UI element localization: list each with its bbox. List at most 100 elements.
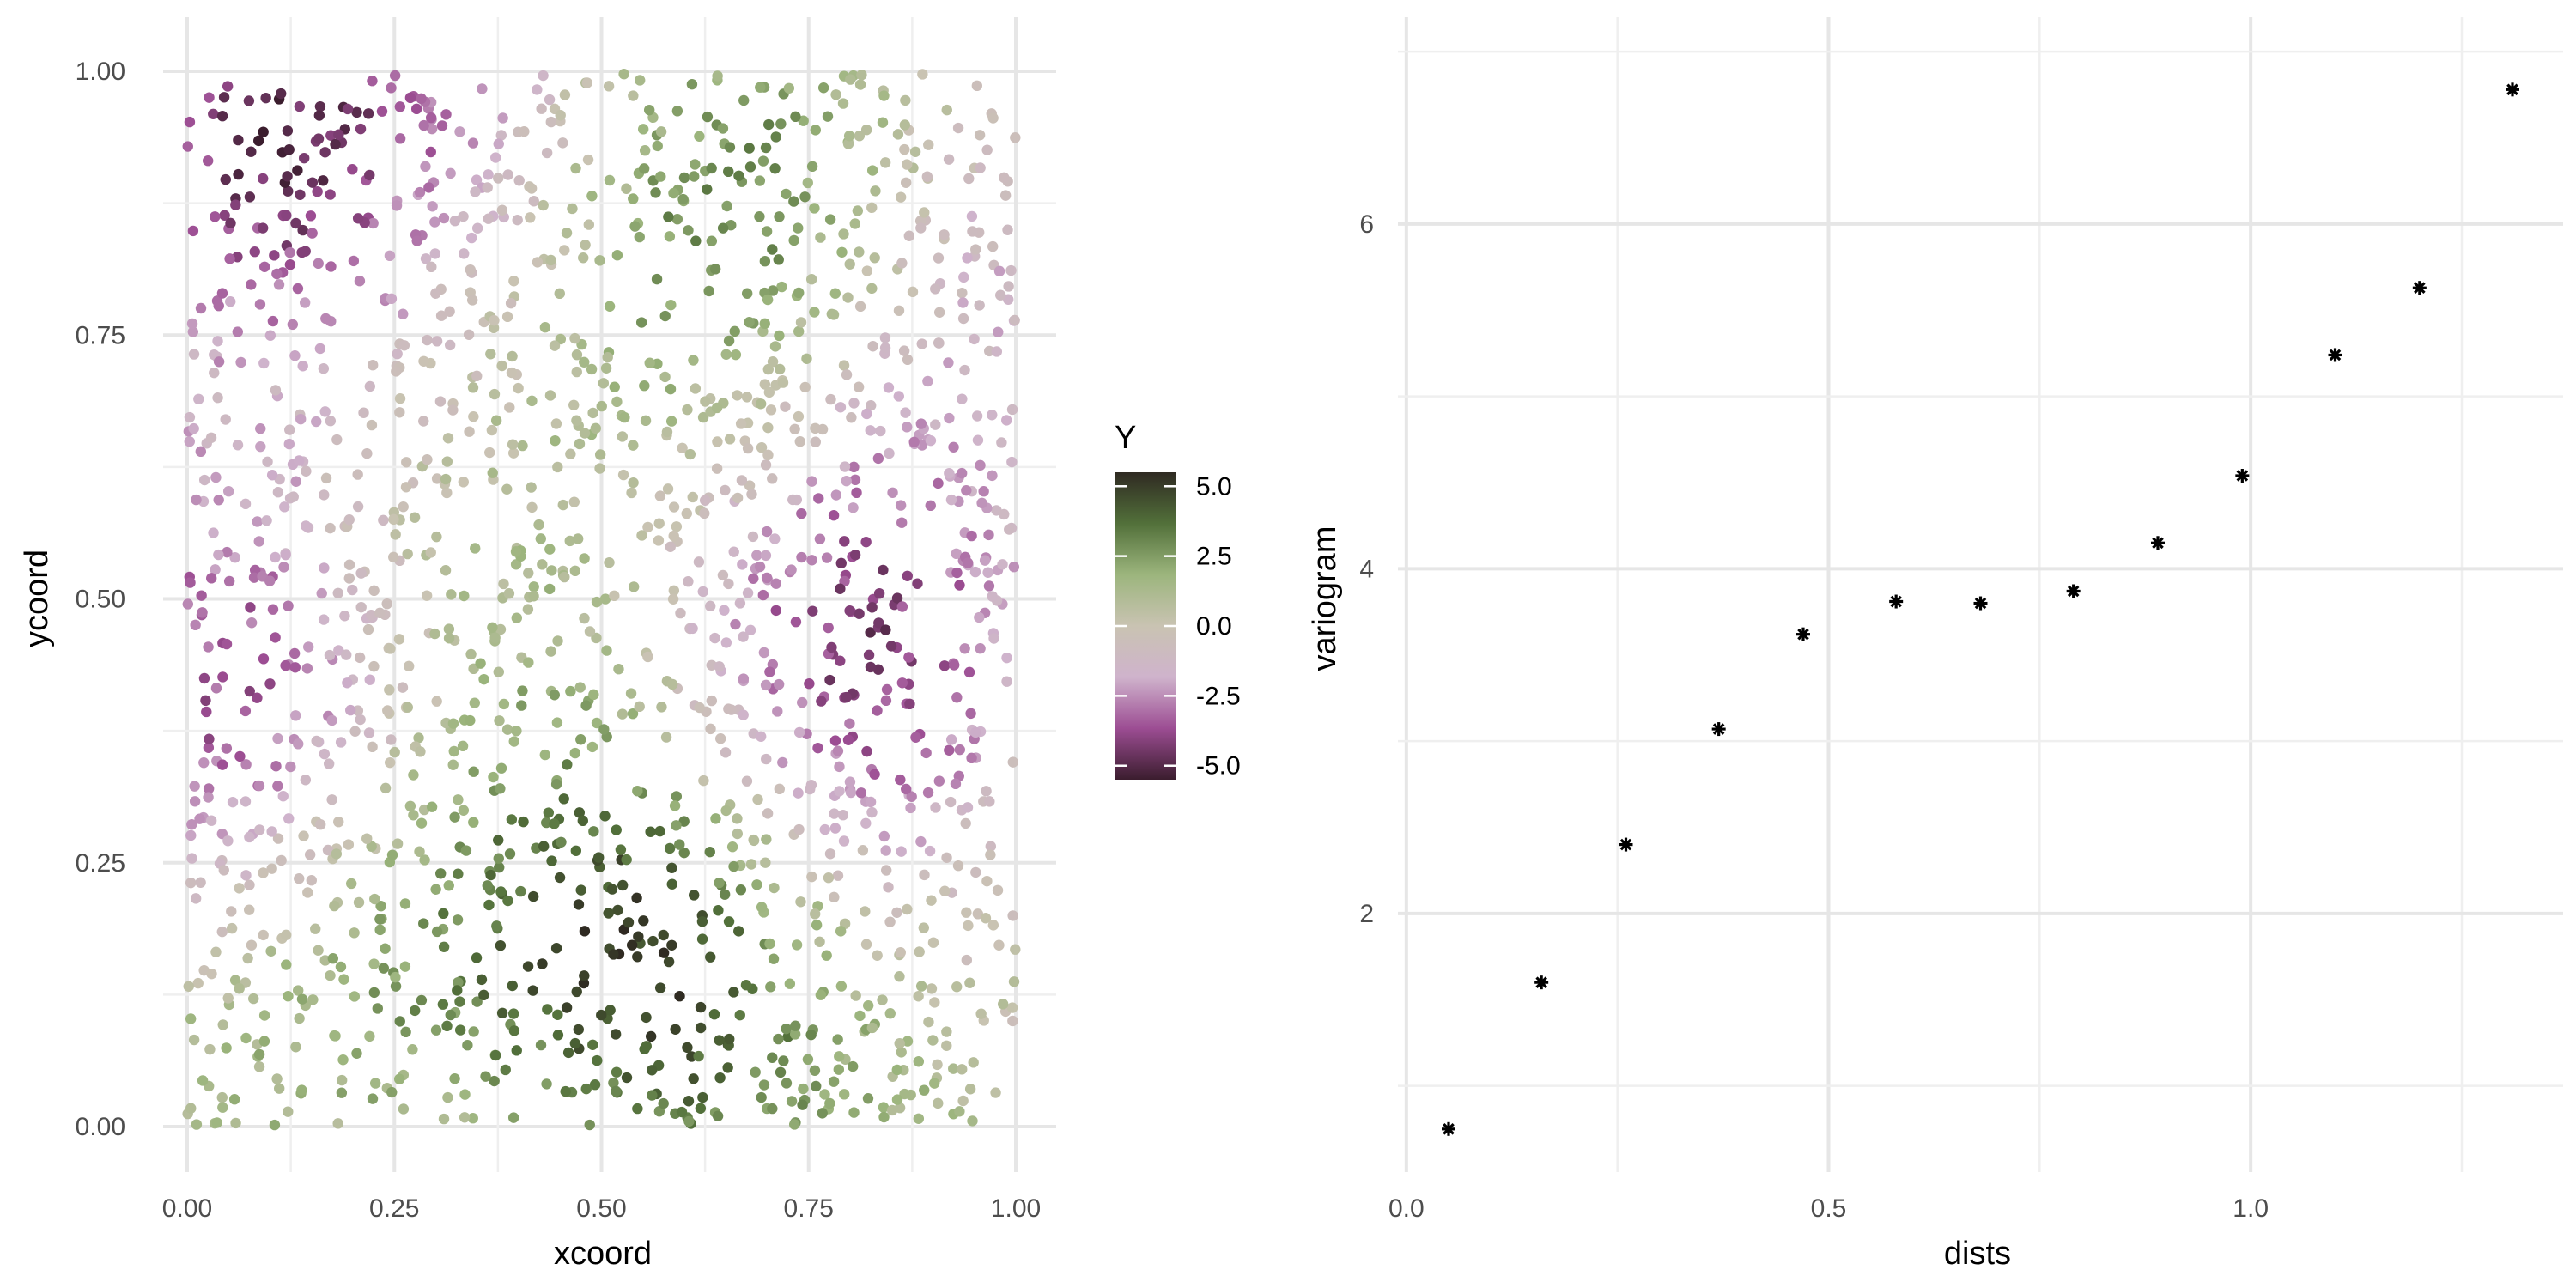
data-point	[982, 567, 993, 578]
data-point	[319, 147, 331, 158]
data-point	[436, 120, 448, 131]
data-point	[896, 601, 908, 612]
data-point	[819, 823, 830, 835]
data-point	[489, 1075, 500, 1087]
data-point	[1008, 561, 1020, 573]
data-point	[780, 401, 791, 412]
data-point	[290, 476, 301, 487]
data-point	[355, 568, 367, 579]
data-point	[444, 306, 455, 317]
data-point	[478, 989, 489, 1001]
data-point	[465, 648, 477, 660]
data-point	[579, 428, 591, 439]
data-point	[580, 240, 591, 251]
data-point	[690, 235, 702, 246]
data-point	[915, 981, 927, 992]
data-point	[625, 688, 637, 699]
data-point	[741, 288, 753, 299]
data-point	[393, 1073, 405, 1084]
data-point	[815, 232, 826, 243]
data-point	[599, 811, 611, 822]
data-point	[968, 1057, 979, 1068]
y-tick-label: 6	[1359, 210, 1374, 239]
data-point	[394, 101, 406, 112]
data-point	[723, 166, 734, 178]
data-point	[416, 994, 428, 1006]
data-point	[774, 363, 786, 375]
data-point	[388, 513, 399, 526]
data-point	[629, 221, 641, 232]
data-point	[552, 461, 563, 473]
data-point	[462, 1040, 473, 1051]
data-point	[466, 295, 478, 306]
data-point	[720, 349, 732, 360]
data-point	[579, 970, 590, 981]
data-point	[948, 441, 959, 453]
data-point	[809, 203, 820, 214]
data-point	[193, 393, 204, 405]
data-point	[641, 1012, 652, 1024]
data-point	[345, 704, 356, 716]
data-point	[287, 319, 299, 331]
data-point	[755, 398, 767, 410]
data-point	[221, 1042, 232, 1054]
data-point	[877, 117, 889, 128]
data-point	[325, 969, 336, 981]
data-point	[550, 418, 562, 429]
data-point	[802, 177, 813, 189]
data-point	[652, 140, 663, 152]
data-point	[854, 1010, 866, 1022]
data-point	[917, 69, 928, 80]
data-point	[817, 423, 829, 435]
data-point	[295, 189, 306, 200]
data-point	[769, 341, 781, 352]
data-point	[813, 493, 824, 504]
data-point	[325, 130, 337, 141]
data-point	[240, 759, 252, 770]
data-point	[192, 977, 204, 989]
data-point	[408, 810, 419, 821]
data-point	[195, 302, 207, 314]
data-point	[932, 1059, 943, 1071]
data-point	[390, 971, 401, 983]
data-point	[752, 793, 763, 805]
data-point	[225, 295, 236, 307]
data-point	[835, 981, 848, 992]
color-legend: Y 5.0 2.5 0.0 -2.5 -5.0	[1115, 420, 1241, 781]
data-point	[613, 664, 624, 675]
data-point	[496, 204, 508, 216]
data-point	[254, 824, 265, 835]
data-point	[313, 258, 324, 270]
data-point	[712, 1110, 724, 1121]
data-point	[352, 469, 363, 480]
data-point	[919, 1084, 930, 1096]
data-point	[258, 1010, 270, 1021]
data-point	[669, 800, 681, 811]
data-point	[961, 954, 973, 966]
data-point	[463, 329, 475, 340]
data-point	[689, 171, 700, 182]
data-point	[244, 191, 256, 203]
data-point	[507, 1008, 519, 1019]
data-point	[198, 672, 210, 684]
data-point	[759, 379, 771, 390]
data-point	[258, 653, 270, 665]
data-point	[489, 388, 501, 400]
data-point	[795, 317, 807, 328]
data-point	[956, 467, 968, 479]
data-point	[391, 366, 402, 377]
data-point	[470, 186, 481, 197]
data-point	[806, 161, 818, 173]
data-point	[246, 617, 258, 629]
data-point	[314, 100, 326, 112]
data-point	[807, 605, 818, 617]
data-point	[839, 461, 851, 472]
data-point	[248, 993, 259, 1005]
data-point	[817, 82, 829, 94]
data-point	[835, 655, 846, 666]
data-point	[696, 916, 708, 927]
data-point	[355, 601, 367, 613]
data-point	[734, 598, 746, 609]
data-point	[498, 578, 509, 590]
data-point	[761, 572, 773, 584]
